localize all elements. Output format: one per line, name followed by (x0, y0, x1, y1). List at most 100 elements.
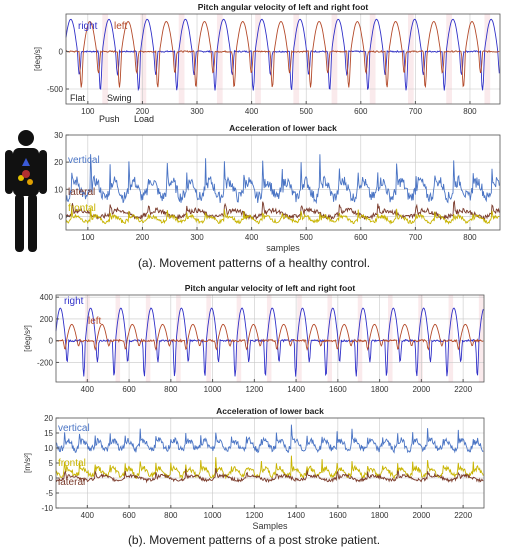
legend-frontal: frontal (58, 458, 86, 469)
x-axis-label: Samples (252, 521, 288, 531)
stance-shade (369, 14, 376, 104)
legend-left: left (114, 21, 128, 32)
y-tick-label: 0 (49, 474, 54, 483)
stance-shade (448, 295, 454, 382)
x-tick-label: 2200 (454, 511, 472, 520)
x-tick-label: 400 (81, 385, 95, 394)
chart-a_accel: 100 200 300 400 500 600 700 800 0 10 20 30 Accelerat… (33, 123, 501, 253)
stance-shade (446, 14, 452, 104)
y-tick-label: -5 (46, 489, 54, 498)
x-tick-label: 2000 (412, 385, 430, 394)
stance-shade (145, 295, 151, 382)
legend-lateral: lateral (58, 477, 85, 488)
x-tick-label: 600 (122, 511, 136, 520)
x-tick-label: 100 (81, 107, 95, 116)
stance-shade (206, 295, 211, 382)
x-tick-label: 400 (81, 511, 95, 520)
y-tick-label: 10 (54, 185, 63, 194)
person-figure-icon (5, 130, 47, 252)
x-tick-label: 600 (122, 385, 136, 394)
stance-shade (236, 295, 242, 382)
legend-left: left (88, 316, 102, 327)
axes-frame (65, 134, 501, 231)
annotation-swing: Swing (107, 93, 132, 103)
x-tick-label: 500 (300, 107, 314, 116)
legend-vertical: vertical (68, 155, 100, 166)
chart-title: Pitch angular velocity of left and right… (185, 283, 356, 293)
x-tick-label: 500 (300, 233, 314, 242)
x-tick-label: 800 (164, 511, 178, 520)
legend-right: right (78, 21, 98, 32)
x-tick-label: 1600 (329, 385, 347, 394)
x-tick-label: 100 (81, 233, 95, 242)
stance-shade (408, 14, 414, 104)
x-tick-label: 700 (409, 233, 423, 242)
stance-shade (216, 14, 223, 104)
x-tick-label: 400 (245, 233, 259, 242)
x-tick-label: 600 (354, 107, 368, 116)
stance-shade (478, 295, 484, 382)
legend-vertical: vertical (58, 423, 90, 434)
y-tick-label: 0 (59, 212, 64, 221)
series-line-left (65, 20, 500, 89)
x-tick-label: 800 (463, 107, 477, 116)
axes-frame (55, 294, 485, 383)
stance-shade (255, 14, 261, 104)
x-tick-label: 800 (164, 385, 178, 394)
stance-shade (484, 14, 491, 104)
chart-title: Acceleration of lower back (229, 123, 337, 133)
x-tick-label: 400 (245, 107, 259, 116)
x-tick-label: 200 (136, 107, 150, 116)
y-tick-label: 15 (44, 429, 53, 438)
y-tick-label: 200 (40, 315, 54, 324)
series-line-vertical (65, 154, 500, 205)
stance-shade (102, 14, 109, 104)
y-tick-label: 5 (49, 459, 54, 468)
axes-frame (65, 13, 501, 105)
y-tick-label: 10 (44, 444, 53, 453)
caption-a: (a). Movement patterns of a healthy cont… (137, 256, 371, 270)
stance-shade (176, 295, 181, 382)
chart-title: Pitch angular velocity of left and right… (198, 2, 369, 12)
stance-shade (327, 295, 333, 382)
x-tick-label: 1200 (245, 511, 263, 520)
x-tick-label: 200 (136, 233, 150, 242)
caption-b: (b). Movement patterns of a post stroke … (127, 533, 381, 547)
y-tick-label: 0 (49, 337, 54, 346)
chart-b_pitch: 400 600 800 1000 1200 1400 1600 1800 2000 2200-20… (23, 283, 485, 394)
x-tick-label: 2200 (454, 385, 472, 394)
y-tick-label: -500 (47, 85, 64, 94)
stance-shade (178, 14, 185, 104)
stance-shade (140, 14, 147, 104)
chart-title: Acceleration of lower back (216, 406, 324, 416)
annotation-push: Push (99, 114, 120, 124)
stance-shade (418, 295, 423, 382)
x-tick-label: 2000 (412, 511, 430, 520)
y-tick-label: 20 (54, 158, 63, 167)
x-tick-label: 800 (463, 233, 477, 242)
stance-shade (115, 295, 121, 382)
x-tick-label: 1400 (287, 385, 305, 394)
legend-frontal: frontal (68, 203, 96, 214)
y-axis-label: [deg/s] (33, 47, 42, 71)
x-tick-label: 700 (409, 107, 423, 116)
y-tick-label: 0 (59, 48, 64, 57)
series-line-frontal (55, 455, 484, 480)
x-tick-label: 1800 (371, 511, 389, 520)
x-tick-label: 1400 (287, 511, 305, 520)
x-tick-label: 600 (354, 233, 368, 242)
y-tick-label: 30 (54, 131, 63, 140)
x-tick-label: 300 (190, 233, 204, 242)
stance-shade (293, 14, 300, 104)
chart-a_pitch: 100 200 300 400 500 600 700 800 -500 0 Pitch angul… (33, 2, 501, 124)
series-line-right (55, 307, 484, 377)
x-tick-label: 1000 (204, 511, 222, 520)
x-tick-label: 300 (190, 107, 204, 116)
x-tick-label: 1200 (245, 385, 263, 394)
y-axis-label: [deg/s²] (23, 325, 32, 352)
series-line-vertical (55, 424, 484, 454)
x-tick-label: 1000 (204, 385, 222, 394)
y-tick-label: 400 (40, 293, 54, 302)
y-tick-label: 20 (44, 414, 53, 423)
